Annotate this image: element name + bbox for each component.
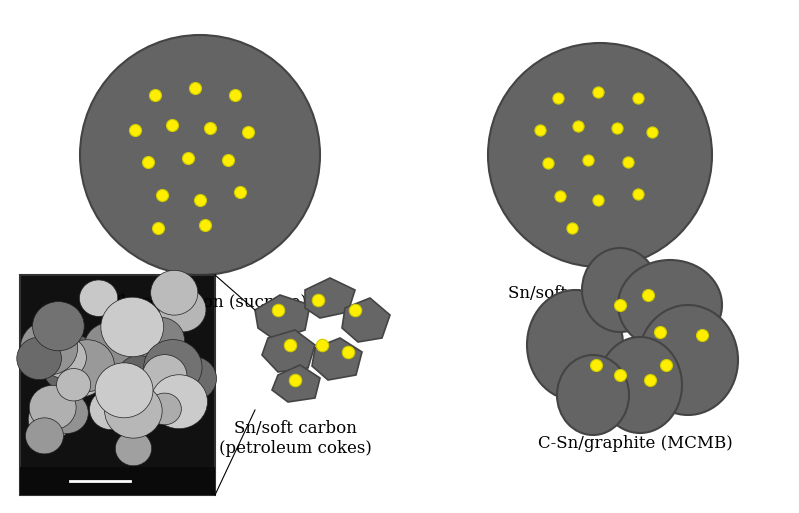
Point xyxy=(631,94,644,102)
Ellipse shape xyxy=(136,317,185,364)
Polygon shape xyxy=(312,338,362,380)
Ellipse shape xyxy=(21,321,78,375)
Ellipse shape xyxy=(84,323,136,371)
Ellipse shape xyxy=(142,354,187,397)
Point xyxy=(622,158,634,166)
Point xyxy=(241,128,254,136)
Text: Sn/soft carbon (pitch): Sn/soft carbon (pitch) xyxy=(508,285,692,302)
Ellipse shape xyxy=(60,340,114,392)
Polygon shape xyxy=(262,330,315,372)
Ellipse shape xyxy=(170,357,217,401)
Point xyxy=(193,196,206,204)
Ellipse shape xyxy=(33,302,84,351)
Polygon shape xyxy=(305,278,355,318)
Point xyxy=(551,94,564,102)
Ellipse shape xyxy=(42,337,86,379)
Point xyxy=(152,224,165,232)
Point xyxy=(591,196,604,204)
Point xyxy=(221,156,234,164)
Text: Sn/hard carbon (sucrose): Sn/hard carbon (sucrose) xyxy=(93,293,307,310)
Ellipse shape xyxy=(598,337,682,433)
Point xyxy=(610,124,623,132)
Ellipse shape xyxy=(42,334,103,393)
Ellipse shape xyxy=(28,399,72,440)
Ellipse shape xyxy=(159,287,206,332)
Ellipse shape xyxy=(105,383,162,438)
Ellipse shape xyxy=(127,350,162,383)
Point xyxy=(288,376,301,384)
Point xyxy=(554,192,566,200)
Ellipse shape xyxy=(45,392,89,433)
Polygon shape xyxy=(255,295,310,340)
Bar xyxy=(20,275,215,495)
Text: Sn/soft carbon
(petroleum cokes): Sn/soft carbon (petroleum cokes) xyxy=(219,420,372,457)
Ellipse shape xyxy=(117,356,161,396)
Point xyxy=(181,154,194,162)
Point xyxy=(646,128,658,136)
Ellipse shape xyxy=(144,340,202,395)
Point xyxy=(312,296,324,304)
Point xyxy=(316,341,328,349)
Ellipse shape xyxy=(80,35,320,275)
Point xyxy=(199,221,212,229)
Point xyxy=(229,91,241,99)
Ellipse shape xyxy=(54,347,107,397)
Point xyxy=(534,126,547,134)
Point xyxy=(696,331,709,339)
Point xyxy=(129,126,141,134)
Bar xyxy=(20,467,215,495)
Ellipse shape xyxy=(151,375,208,429)
Ellipse shape xyxy=(151,270,198,315)
Point xyxy=(284,341,296,349)
Point xyxy=(591,88,604,96)
Point xyxy=(542,159,555,167)
Point xyxy=(582,156,594,164)
Ellipse shape xyxy=(527,290,623,400)
Ellipse shape xyxy=(95,363,153,418)
Point xyxy=(614,301,626,309)
Point xyxy=(654,328,666,336)
Ellipse shape xyxy=(17,337,62,380)
Point xyxy=(644,376,657,384)
Polygon shape xyxy=(342,298,390,342)
Point xyxy=(342,348,355,356)
Ellipse shape xyxy=(582,248,658,332)
Point xyxy=(149,91,161,99)
Ellipse shape xyxy=(115,431,152,466)
Ellipse shape xyxy=(79,280,117,317)
Text: C-Sn/graphite (MCMB): C-Sn/graphite (MCMB) xyxy=(538,435,733,452)
Point xyxy=(141,158,154,166)
Point xyxy=(566,224,578,232)
Ellipse shape xyxy=(148,393,181,425)
Point xyxy=(642,291,654,299)
Ellipse shape xyxy=(557,355,629,435)
Point xyxy=(189,84,201,92)
Ellipse shape xyxy=(101,297,164,357)
Point xyxy=(204,124,217,132)
Point xyxy=(156,191,169,199)
Ellipse shape xyxy=(488,43,712,267)
Polygon shape xyxy=(272,365,320,402)
Point xyxy=(614,371,626,379)
Ellipse shape xyxy=(40,327,80,364)
Point xyxy=(590,361,602,369)
Ellipse shape xyxy=(26,418,63,454)
Point xyxy=(660,361,673,369)
Ellipse shape xyxy=(175,389,205,417)
Ellipse shape xyxy=(618,260,722,350)
Point xyxy=(571,122,584,130)
Point xyxy=(272,306,284,314)
Ellipse shape xyxy=(57,368,90,401)
Point xyxy=(233,188,246,196)
Ellipse shape xyxy=(638,305,738,415)
Point xyxy=(165,121,178,129)
Ellipse shape xyxy=(89,389,133,430)
Point xyxy=(631,190,644,198)
Ellipse shape xyxy=(30,385,76,430)
Point xyxy=(348,306,361,314)
Ellipse shape xyxy=(77,349,117,388)
